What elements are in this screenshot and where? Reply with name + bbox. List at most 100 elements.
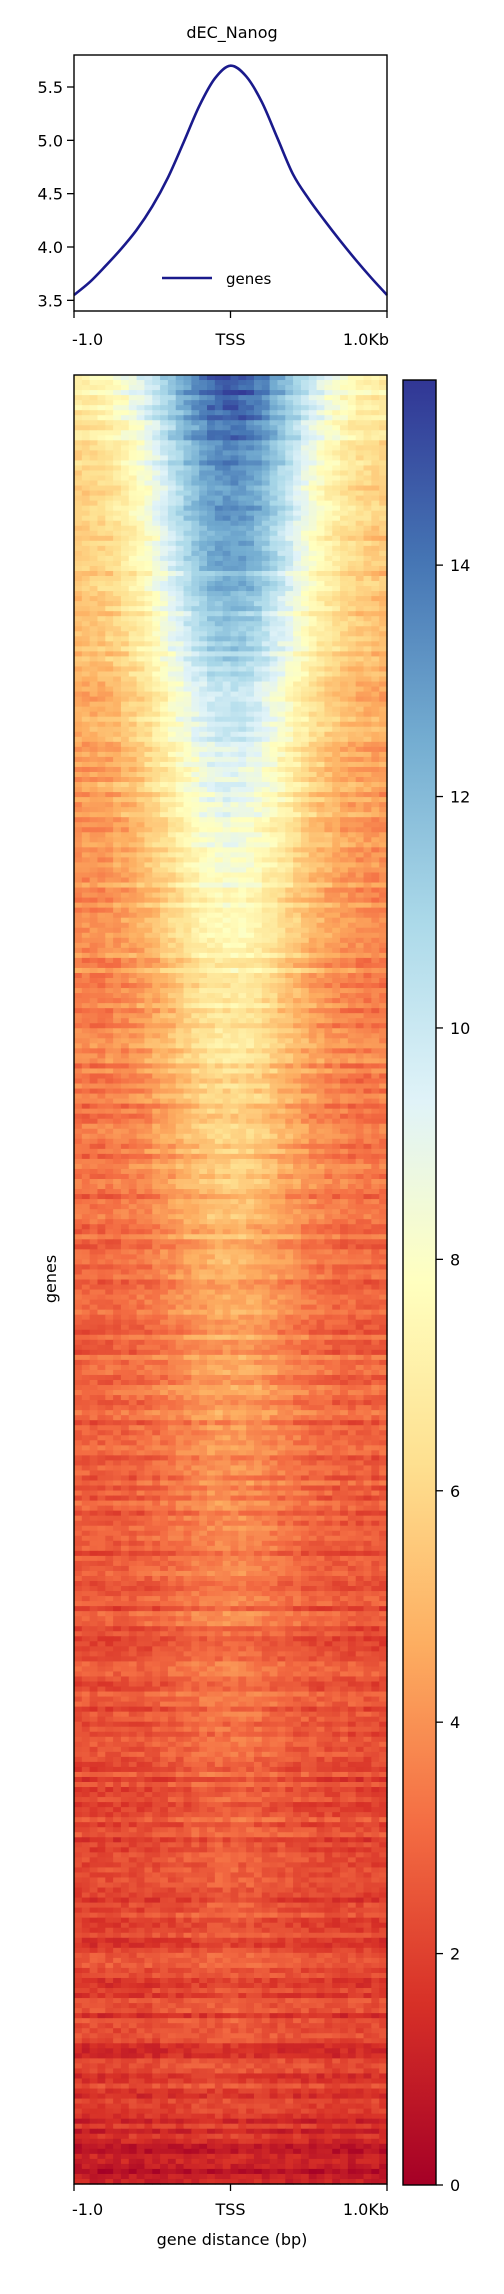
heatmap-cell [152, 917, 161, 924]
heatmap-cell [269, 545, 279, 552]
heatmap-cell [105, 560, 114, 567]
heatmap-cell [207, 405, 216, 411]
heatmap-cell [246, 912, 255, 919]
heatmap-cell [199, 445, 208, 451]
heatmap-cell [136, 877, 146, 884]
heatmap-cell [316, 902, 326, 909]
heatmap-cell [300, 470, 310, 477]
heatmap-cell [152, 375, 161, 381]
heatmap-cell [81, 701, 91, 708]
heatmap-cell [152, 797, 161, 803]
heatmap-cell [332, 932, 341, 939]
heatmap-cell [316, 621, 326, 627]
series-line-genes [73, 64, 388, 297]
heatmap-cell [324, 887, 333, 894]
heatmap-cell [230, 706, 239, 713]
heatmap-cell [167, 560, 177, 567]
heatmap-cell [167, 741, 177, 748]
heatmap-cell [371, 777, 380, 783]
heatmap-cell [347, 415, 357, 421]
heatmap-cell [191, 907, 200, 914]
heatmap-cell [269, 470, 279, 477]
heatmap-cell [120, 872, 130, 879]
heatmap-cell [81, 435, 91, 441]
heatmap-cell [253, 726, 263, 733]
heatmap-cell [89, 912, 99, 919]
heatmap-cell [269, 420, 279, 426]
heatmap-cell [371, 812, 380, 818]
heatmap-cell [379, 922, 388, 929]
heatmap-cell [183, 902, 192, 909]
heatmap-cell [277, 681, 286, 688]
heatmap-cell [253, 897, 263, 904]
heatmap-cell [89, 631, 99, 637]
heatmap-cell [347, 475, 357, 482]
heatmap-cell [363, 942, 372, 949]
heatmap-cell [293, 616, 302, 622]
heatmap-cell [207, 520, 216, 527]
heatmap-cell [144, 626, 153, 632]
heatmap-cell [81, 440, 91, 446]
heatmap-cell [144, 947, 153, 954]
heatmap-cell [74, 420, 83, 426]
heatmap-cell [253, 656, 263, 663]
heatmap-cell [316, 691, 326, 698]
heatmap-cell [363, 716, 372, 723]
heatmap-cell [363, 847, 372, 853]
heatmap-cell [74, 540, 83, 547]
heatmap-cell [160, 962, 169, 969]
heatmap-cell [74, 967, 83, 974]
heatmap-cell [379, 983, 388, 989]
heatmap-cell [74, 988, 83, 994]
heatmap-cell [214, 827, 224, 833]
heatmap-cell [160, 540, 169, 547]
heatmap-cell [371, 415, 380, 421]
heatmap-cell [136, 520, 146, 527]
heatmap-cell [230, 666, 239, 673]
heatmap-cell [113, 395, 122, 401]
heatmap-cell [183, 782, 192, 788]
heatmap-cell [324, 822, 333, 828]
heatmap-cell [144, 756, 153, 763]
heatmap-cell [152, 716, 161, 723]
heatmap-cell [113, 621, 122, 627]
heatmap-cell [120, 671, 130, 678]
heatmap-cell [355, 611, 365, 617]
heatmap-cell [136, 460, 146, 467]
heatmap-cell [183, 967, 192, 974]
heatmap-cell [207, 455, 216, 462]
heatmap-cell [128, 455, 138, 462]
heatmap-cell [160, 882, 169, 889]
heatmap-cell [191, 837, 200, 843]
heatmap-cell [74, 751, 83, 758]
heatmap-cell [300, 867, 310, 874]
heatmap-cell [238, 852, 247, 859]
heatmap-cell [136, 636, 146, 642]
heatmap-cell [74, 802, 83, 808]
heatmap-cell [246, 530, 255, 537]
heatmap-cell [191, 505, 200, 512]
heatmap-cell [316, 505, 326, 512]
heatmap-cell [246, 827, 255, 833]
heatmap-cell [89, 766, 99, 773]
heatmap-cell [238, 812, 247, 818]
heatmap-cell [246, 842, 255, 848]
heatmap-cell [81, 817, 91, 823]
heatmap-cell [363, 882, 372, 889]
heatmap-cell [253, 420, 263, 426]
heatmap-cell [167, 847, 177, 853]
heatmap-cell [340, 385, 349, 391]
heatmap-cell [183, 882, 192, 889]
heatmap-cell [293, 701, 302, 708]
heatmap-cell [136, 691, 146, 698]
heatmap-cell [316, 917, 326, 924]
heatmap-cell [128, 852, 138, 859]
heatmap-cell [144, 631, 153, 637]
heatmap-cell [191, 455, 200, 462]
heatmap-cell [207, 631, 216, 637]
heatmap-cell [113, 802, 122, 808]
heatmap-cell [293, 651, 302, 658]
heatmap-cell [128, 560, 138, 567]
heatmap-cell [136, 912, 146, 919]
heatmap-cell [74, 777, 83, 783]
